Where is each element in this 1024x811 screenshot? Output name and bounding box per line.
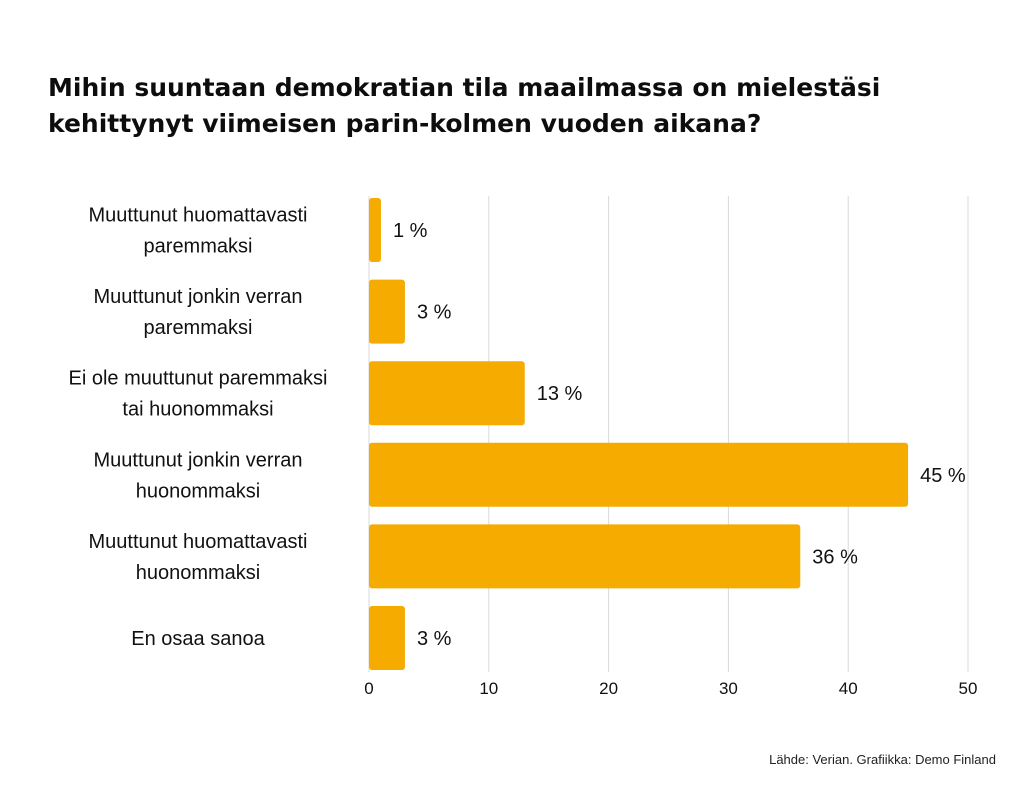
x-tick-label: 0: [364, 679, 373, 698]
category-label: Muuttunut huomattavasti: [88, 531, 307, 553]
category-label: Muuttunut jonkin verran: [93, 449, 302, 471]
chart-title-line-2: kehittynyt viimeisen parin-kolmen vuoden…: [48, 109, 762, 138]
category-label: tai huonommaksi: [122, 399, 273, 421]
bar: [369, 279, 405, 344]
bar-value-label: 13 %: [537, 383, 583, 405]
category-label: Muuttunut huomattavasti: [88, 205, 307, 227]
category-label: huonommaksi: [136, 480, 261, 502]
bar: [369, 442, 909, 507]
bar: [369, 361, 525, 426]
bar-value-label: 36 %: [812, 546, 858, 568]
x-tick-label: 50: [959, 679, 978, 698]
category-label: Muuttunut jonkin verran: [93, 286, 302, 308]
category-label: Ei ole muuttunut paremmaksi: [68, 368, 327, 390]
category-label: En osaa sanoa: [131, 628, 265, 650]
x-tick-label: 10: [479, 679, 498, 698]
source-credit: Lähde: Verian. Grafiikka: Demo Finland: [769, 752, 996, 767]
bar-value-label: 45 %: [920, 465, 966, 487]
bar: [369, 524, 801, 589]
x-tick-label: 20: [599, 679, 618, 698]
category-label: paremmaksi: [144, 317, 253, 339]
category-label: huonommaksi: [136, 562, 261, 584]
bar: [369, 606, 405, 670]
chart-title: Mihin suuntaan demokratian tila maailmas…: [48, 70, 988, 142]
x-tick-label: 40: [839, 679, 858, 698]
bar: [369, 198, 381, 262]
x-tick-label: 30: [719, 679, 738, 698]
bar-value-label: 3 %: [417, 302, 452, 324]
chart-title-line-1: Mihin suuntaan demokratian tila maailmas…: [48, 73, 881, 102]
bar-value-label: 1 %: [393, 220, 428, 242]
bar-value-label: 3 %: [417, 628, 452, 650]
category-label: paremmaksi: [144, 236, 253, 258]
